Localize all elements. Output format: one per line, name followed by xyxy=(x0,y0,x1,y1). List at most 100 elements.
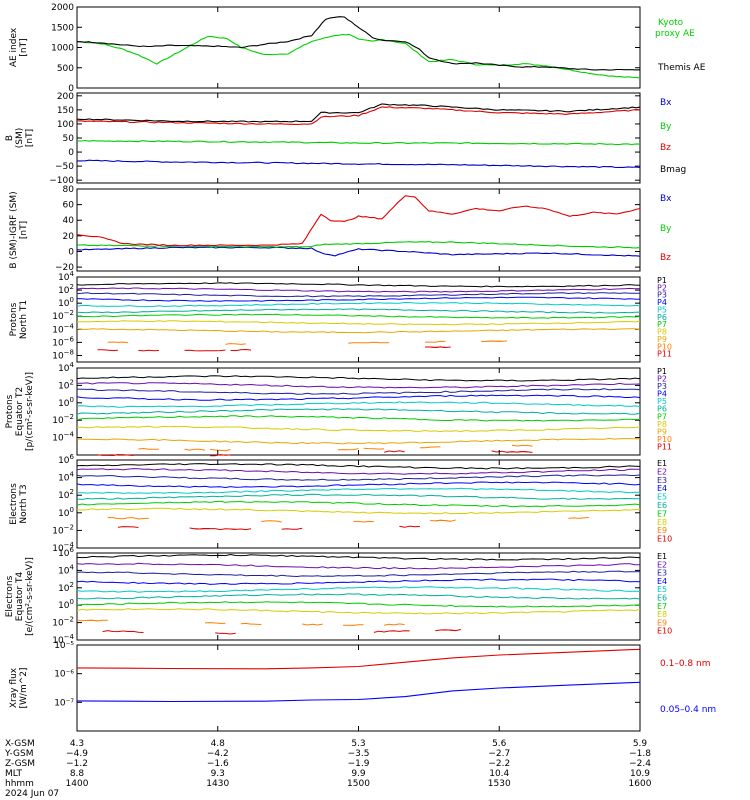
series-line-e6 xyxy=(76,493,641,501)
series-line-e8 xyxy=(76,608,641,615)
y-axis-label: (SM) xyxy=(15,128,25,149)
x-row-label: hhmm xyxy=(5,779,34,789)
legend-e4: E4 xyxy=(657,484,667,493)
y-axis-label: [nT] xyxy=(25,129,35,147)
series-line-p6 xyxy=(76,408,641,415)
x-tick-label: −2.2 xyxy=(488,759,510,769)
series-line-e9 xyxy=(430,519,451,522)
x-tick-label: −4.9 xyxy=(66,749,88,759)
legend-p10: P10 xyxy=(657,342,672,351)
series-line-p7 xyxy=(76,313,641,319)
y-tick-label: 60 xyxy=(63,201,75,211)
legend-p5: P5 xyxy=(657,305,667,314)
series-line-xray-1 xyxy=(76,681,641,703)
y-axis-label: [nT] xyxy=(19,221,29,239)
series-line-p11 xyxy=(204,349,226,352)
legend-e1: E1 xyxy=(657,552,667,561)
panel-protons-north: 10−810−610−410−2100102104P1P2P3P4P5P6P7P… xyxy=(9,270,672,363)
x-tick-label: −1.8 xyxy=(629,749,651,759)
y-axis-label: Electrons xyxy=(9,483,19,525)
legend-bx: Bx xyxy=(660,194,672,204)
series-line-e10 xyxy=(435,629,456,632)
y-tick-label: 150 xyxy=(57,106,74,116)
legend-p8: P8 xyxy=(657,420,667,429)
panel-frame xyxy=(76,6,641,89)
series-line-e9 xyxy=(568,516,589,519)
y-axis-label: [p/(cm²-s-sr-keV)] xyxy=(25,372,35,451)
series-line-p8 xyxy=(77,425,641,433)
legend-e10: E10 xyxy=(657,627,672,636)
y-axis-label: Protons xyxy=(9,302,19,336)
series-line-by xyxy=(76,139,641,146)
series-line-e9 xyxy=(107,517,129,520)
y-axis-label: [e/(cm²-s-sr-keV)] xyxy=(25,557,35,636)
x-tick-label: −1.6 xyxy=(207,759,229,769)
series-line-e9 xyxy=(302,623,323,626)
legend-p9: P9 xyxy=(657,335,667,344)
x-tick-label: 5.6 xyxy=(492,739,507,749)
y-tick-label: 0 xyxy=(68,84,74,94)
x-tick-label: 1500 xyxy=(347,779,370,789)
x-row-label: MLT xyxy=(5,769,23,779)
series-line-e8 xyxy=(76,507,641,515)
y-tick-label: 10⁻⁵ xyxy=(54,641,74,651)
y-tick-label: −50 xyxy=(55,162,74,172)
legend-p7: P7 xyxy=(657,412,667,421)
x-tick-label: 1530 xyxy=(488,779,511,789)
series-line-e9 xyxy=(353,520,374,523)
y-tick-label: 10⁻⁶ xyxy=(54,670,74,680)
legend-p4: P4 xyxy=(657,390,667,399)
y-axis-label: Equator T2 xyxy=(15,387,25,436)
x-tick-label: 4.8 xyxy=(211,739,226,749)
panel-frame xyxy=(76,188,641,272)
legend-e6: E6 xyxy=(657,501,667,510)
legend-kyoto-line2: proxy AE xyxy=(655,29,695,39)
legend-bz: Bz xyxy=(660,143,671,153)
series-line-p9 xyxy=(76,437,641,445)
legend-p9: P9 xyxy=(657,427,667,436)
y-tick-label: 100 xyxy=(58,396,74,409)
series-line-p9 xyxy=(76,328,641,334)
x-row-label: Z-GSM xyxy=(5,759,35,769)
y-tick-label: 104 xyxy=(58,361,74,374)
x-tick-label: 1400 xyxy=(66,779,89,789)
y-tick-label: 0 xyxy=(68,148,74,158)
series-line-p2 xyxy=(76,382,641,389)
legend-e9: E9 xyxy=(657,618,667,627)
series-line-bz xyxy=(76,195,641,247)
y-axis-label: B (SM)-IGRF (SM) xyxy=(9,191,19,268)
legend-p3: P3 xyxy=(657,382,667,391)
series-line-e10 xyxy=(399,525,420,528)
y-tick-label: 500 xyxy=(57,64,74,74)
series-line-p11 xyxy=(184,349,206,352)
y-axis-label: B xyxy=(5,135,15,141)
x-tick-label: 1430 xyxy=(206,779,229,789)
legend-bmag: Bmag xyxy=(660,165,686,175)
legend-e7: E7 xyxy=(657,509,667,518)
series-line-e5 xyxy=(76,586,641,593)
series-line-p4 xyxy=(76,296,641,302)
y-tick-label: 104 xyxy=(58,563,74,576)
y-tick-label: 102 xyxy=(58,581,74,594)
series-line-p10 xyxy=(138,447,159,450)
legend-e8: E8 xyxy=(657,518,667,527)
series-line-e1 xyxy=(76,463,641,470)
series-line-bmag xyxy=(76,103,641,123)
x-row-label: Y-GSM xyxy=(4,749,33,759)
legend-p1: P1 xyxy=(657,276,667,285)
legend-by: By xyxy=(660,224,672,234)
series-line-e7 xyxy=(76,500,641,508)
series-line-p8 xyxy=(77,320,641,326)
legend-p6: P6 xyxy=(657,405,667,414)
y-tick-label: 100 xyxy=(57,120,74,130)
legend-p4: P4 xyxy=(657,298,667,307)
y-tick-label: 10−6 xyxy=(52,335,74,348)
legend-themis-ae: Themis AE xyxy=(657,63,706,73)
y-tick-label: 104 xyxy=(58,471,74,484)
y-tick-label: 20 xyxy=(63,232,75,242)
panel-bdiff: −20 0 20 40 60 80 Bx By Bz B (SM)-IGRF (SM) [nT] xyxy=(9,185,672,273)
series-line-p10 xyxy=(425,340,446,343)
legend-p11: P11 xyxy=(657,350,672,359)
series-line-p10 xyxy=(419,446,441,449)
